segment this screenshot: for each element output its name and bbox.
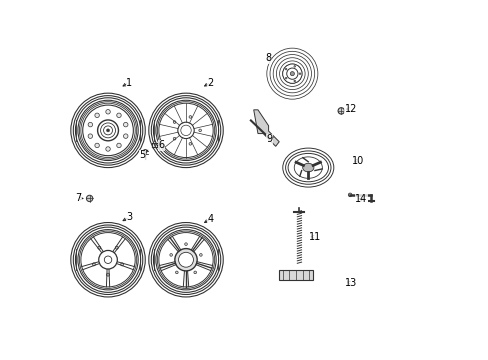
Circle shape <box>184 243 187 246</box>
Text: 7: 7 <box>75 193 81 203</box>
Circle shape <box>159 233 213 287</box>
Circle shape <box>123 134 128 138</box>
Circle shape <box>285 77 286 79</box>
Circle shape <box>199 253 202 256</box>
Text: 5: 5 <box>140 150 145 160</box>
Circle shape <box>105 147 110 151</box>
Circle shape <box>95 113 99 118</box>
Circle shape <box>178 252 193 267</box>
Circle shape <box>88 134 92 138</box>
Circle shape <box>106 273 109 276</box>
Circle shape <box>173 138 176 140</box>
Text: 3: 3 <box>126 212 132 222</box>
Circle shape <box>285 68 286 70</box>
Text: 2: 2 <box>207 77 214 87</box>
Circle shape <box>81 233 135 287</box>
Polygon shape <box>253 110 279 146</box>
Circle shape <box>347 193 351 197</box>
Circle shape <box>105 109 110 114</box>
Circle shape <box>123 122 128 127</box>
Text: 8: 8 <box>265 53 271 63</box>
Text: 4: 4 <box>207 214 213 224</box>
Circle shape <box>99 251 117 269</box>
Circle shape <box>95 143 99 148</box>
Circle shape <box>115 246 118 249</box>
Circle shape <box>178 122 194 139</box>
Circle shape <box>299 73 300 75</box>
Text: 12: 12 <box>344 104 356 114</box>
Circle shape <box>86 195 93 202</box>
Circle shape <box>88 122 92 127</box>
Circle shape <box>189 143 191 145</box>
Circle shape <box>121 263 123 266</box>
Ellipse shape <box>302 163 313 172</box>
Circle shape <box>175 249 197 271</box>
Text: 1: 1 <box>126 77 132 87</box>
Circle shape <box>92 263 95 266</box>
Circle shape <box>159 103 213 158</box>
Bar <box>279 270 312 280</box>
Text: 13: 13 <box>344 278 356 288</box>
Circle shape <box>169 253 172 256</box>
Circle shape <box>337 108 344 114</box>
Text: 10: 10 <box>351 156 363 166</box>
Circle shape <box>199 129 201 132</box>
Text: 14: 14 <box>355 194 367 204</box>
Text: 6: 6 <box>158 140 164 150</box>
Circle shape <box>189 116 191 118</box>
Circle shape <box>98 246 101 249</box>
Circle shape <box>117 113 121 118</box>
Text: 11: 11 <box>308 232 321 242</box>
Circle shape <box>194 271 196 274</box>
Circle shape <box>290 72 294 76</box>
Circle shape <box>173 121 176 123</box>
Text: 9: 9 <box>265 134 272 144</box>
Circle shape <box>175 271 178 274</box>
Circle shape <box>117 143 121 148</box>
Circle shape <box>282 64 302 84</box>
Circle shape <box>106 129 109 132</box>
Circle shape <box>293 80 295 82</box>
Circle shape <box>293 66 295 67</box>
